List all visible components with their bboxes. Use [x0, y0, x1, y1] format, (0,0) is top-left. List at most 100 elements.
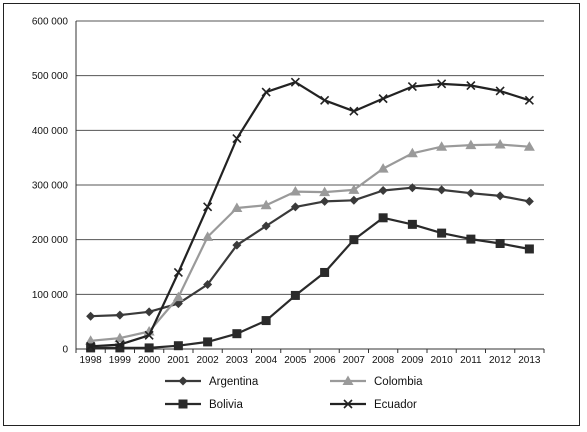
x-tick-label: 2012	[489, 355, 512, 366]
x-tick-label: 2008	[372, 355, 395, 366]
colombia-point	[289, 186, 301, 196]
argentina-point	[378, 185, 388, 195]
x-tick-label: 2003	[226, 355, 249, 366]
x-tick-label: 2005	[284, 355, 307, 366]
bolivia-point	[466, 234, 476, 244]
y-tick-label: 400 000	[32, 126, 69, 137]
bolivia-point	[86, 343, 96, 353]
argentina-point	[115, 310, 125, 320]
y-tick-label: 300 000	[32, 181, 69, 192]
bolivia-point	[349, 235, 359, 245]
colombia-point	[406, 147, 418, 158]
colombia-point	[260, 199, 272, 210]
series-lines	[85, 77, 535, 353]
ecuador-point	[232, 133, 242, 144]
legend-item-bolivia: Bolivia	[165, 399, 243, 411]
bolivia-point	[495, 238, 505, 248]
ecuador-point	[349, 106, 359, 116]
argentina-point	[320, 196, 330, 206]
x-tick-label: 2009	[401, 355, 424, 366]
bolivia-point	[144, 343, 154, 353]
ecuador-point	[173, 267, 183, 278]
axes	[75, 21, 545, 353]
x-tick-label: 1999	[109, 355, 132, 366]
x-tick-label: 2006	[314, 355, 337, 366]
bolivia-line	[90, 216, 530, 349]
legend-marker	[343, 399, 353, 409]
colombia-point	[348, 184, 360, 194]
argentina-point	[290, 202, 300, 212]
bolivia-point	[261, 316, 271, 326]
x-tick-label: 2010	[431, 355, 454, 366]
y-tick-label: 200 000	[32, 235, 69, 246]
legend-label: Bolivia	[209, 399, 243, 411]
legend-marker	[178, 399, 188, 409]
x-tick-label: 2004	[255, 355, 278, 366]
x-tick-label: 2013	[518, 355, 541, 366]
chart-frame	[3, 3, 580, 426]
x-tick-label: 2007	[343, 355, 366, 366]
y-tick-label: 600 000	[32, 17, 69, 28]
ecuador-point	[290, 77, 300, 87]
ecuador-point	[261, 87, 271, 97]
series-argentina	[86, 183, 534, 321]
ecuador-point	[203, 202, 213, 212]
y-tick-label: 100 000	[32, 290, 69, 301]
bolivia-point	[378, 213, 388, 223]
legend-item-ecuador: Ecuador	[330, 399, 417, 411]
argentina-point	[349, 195, 359, 205]
colombia-point	[494, 139, 506, 149]
bolivia-point	[232, 329, 242, 339]
legend-label: Ecuador	[374, 399, 417, 411]
bolivia-point	[203, 337, 213, 347]
ecuador-point	[144, 330, 154, 340]
colombia-point	[231, 202, 243, 212]
ecuador-point	[437, 79, 447, 89]
argentina-point	[144, 307, 154, 317]
bolivia-point	[115, 343, 125, 353]
argentina-point	[86, 311, 96, 321]
ecuador-point	[495, 86, 505, 96]
x-tick-labels: 1998 1999 2000 2001 2002 2003 2004 2005 2006 2007…	[80, 355, 541, 366]
bolivia-point	[320, 267, 330, 277]
bolivia-point	[290, 290, 300, 300]
x-tick-label: 2002	[197, 355, 220, 366]
ecuador-point	[466, 80, 476, 91]
colombia-point	[377, 163, 389, 173]
colombia-point	[523, 141, 535, 151]
series-bolivia	[86, 213, 534, 353]
bolivia-point	[524, 244, 534, 254]
argentina-point	[261, 221, 271, 231]
legend-item-argentina: Argentina	[165, 376, 259, 388]
x-tick-label: 1998	[80, 355, 103, 366]
argentina-point	[524, 196, 534, 206]
legend: Argentina Colombia Bolivia Ecuador	[165, 375, 423, 411]
legend-marker	[342, 375, 354, 385]
legend-marker	[178, 376, 188, 386]
x-tick-label: 2000	[138, 355, 161, 366]
y-tick-label: 0	[62, 345, 68, 356]
colombia-point	[436, 141, 448, 151]
y-tick-label: 500 000	[32, 71, 69, 82]
gridlines	[76, 20, 544, 295]
argentina-point	[232, 240, 242, 250]
bolivia-point	[173, 341, 183, 351]
ecuador-point	[407, 82, 417, 92]
bolivia-point	[437, 228, 447, 238]
bolivia-point	[407, 219, 417, 229]
ecuador-point	[320, 95, 330, 105]
ecuador-point	[86, 341, 96, 351]
argentina-point	[495, 191, 505, 201]
legend-item-colombia: Colombia	[330, 375, 423, 388]
x-tick-label: 2011	[460, 355, 482, 366]
argentina-point	[437, 185, 447, 195]
colombia-point	[319, 186, 331, 197]
argentina-point	[203, 279, 213, 289]
colombia-point	[114, 332, 126, 343]
colombia-point	[172, 291, 184, 302]
x-tick-label: 2001	[167, 355, 190, 366]
colombia-point	[465, 139, 477, 150]
y-tick-labels: 0 100 000 200 000 300 000 400 000 500 000 600 …	[32, 17, 69, 356]
series-ecuador	[86, 77, 534, 351]
